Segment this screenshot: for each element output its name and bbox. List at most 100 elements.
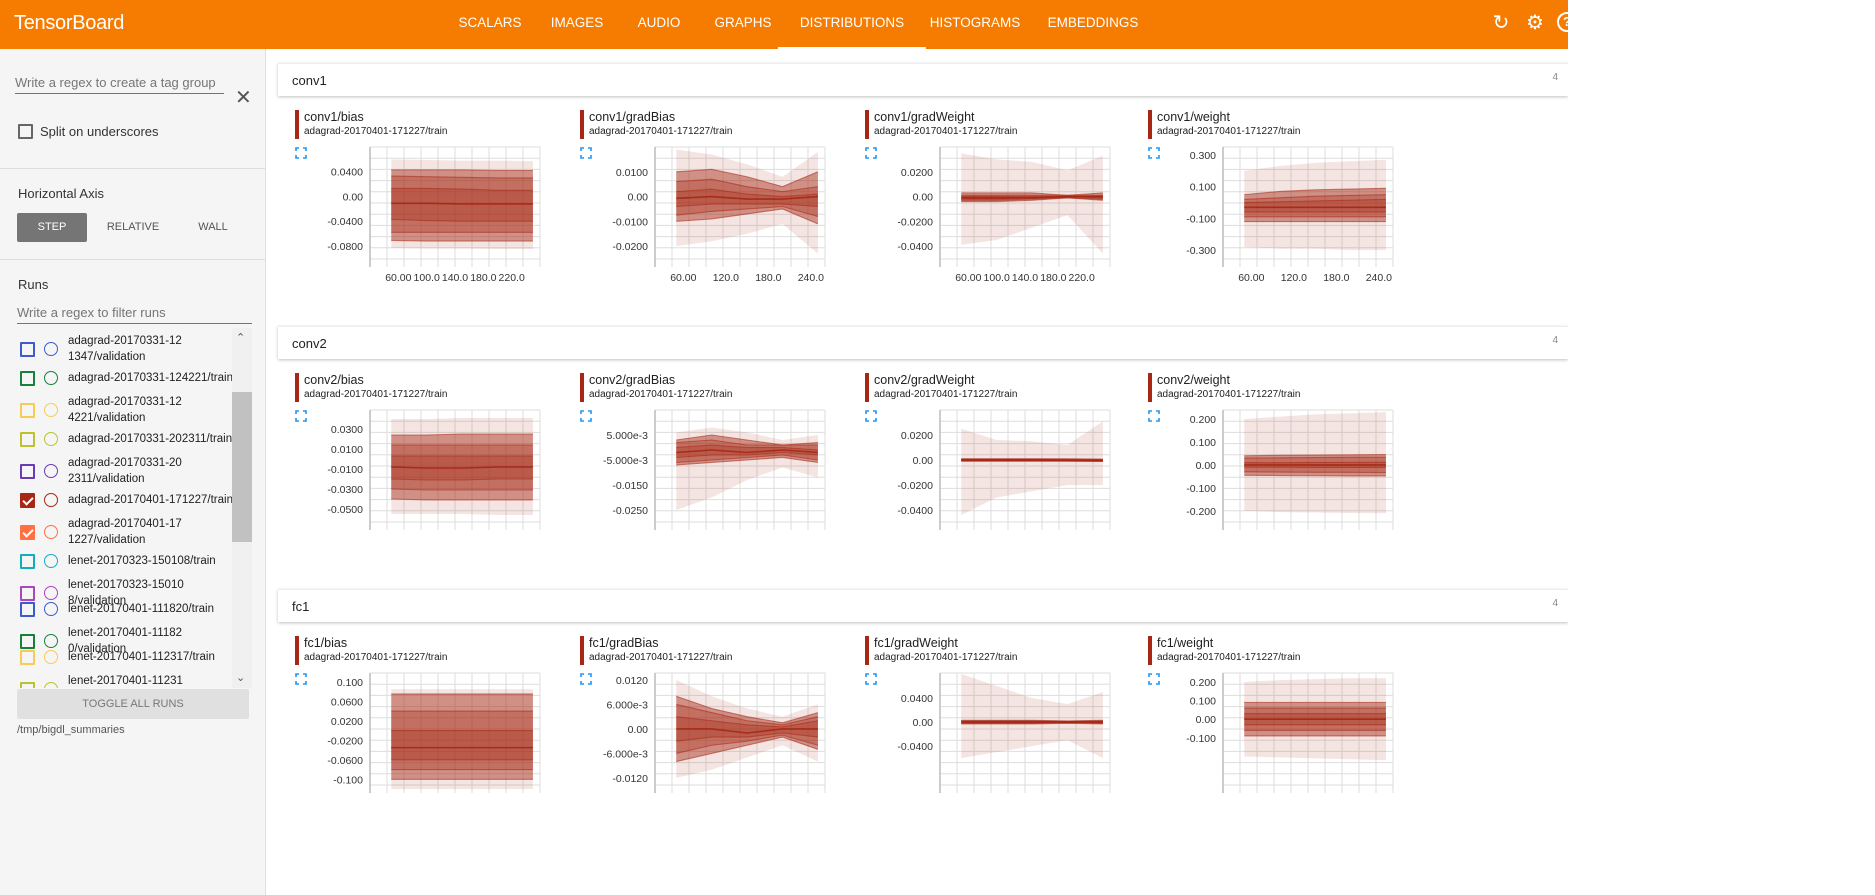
run-name: adagrad-20170331-124221/train	[68, 372, 233, 384]
percentile-line	[676, 208, 819, 225]
expand-icon[interactable]	[295, 410, 307, 422]
chart-title-block: fc1/gradBias adagrad-20170401-171227/trai…	[580, 636, 732, 665]
run-item[interactable]: lenet-20170323-150108/train	[20, 553, 235, 569]
tag-group-header[interactable]: fc1 4	[278, 589, 1568, 622]
run-radio[interactable]	[44, 586, 58, 600]
percentile-line	[1244, 198, 1386, 204]
run-radio[interactable]	[44, 432, 58, 446]
run-radio[interactable]	[44, 371, 58, 385]
axis-step-button[interactable]: STEP	[17, 213, 87, 242]
expand-icon[interactable]	[1148, 673, 1160, 685]
run-radio[interactable]	[44, 525, 58, 539]
chart-title-block: conv2/weight adagrad-20170401-171227/trai…	[1148, 373, 1300, 402]
run-checkbox[interactable]	[20, 370, 35, 386]
run-item[interactable]: lenet-20170401-112317/train	[20, 649, 235, 665]
run-radio[interactable]	[44, 403, 58, 417]
y-tick-label: 0.00	[1196, 460, 1217, 472]
axis-wall-button[interactable]: WALL	[198, 221, 228, 233]
run-checkbox[interactable]	[20, 681, 35, 688]
run-checkbox[interactable]	[20, 463, 35, 479]
run-item[interactable]: adagrad-20170401-171227/validation	[20, 516, 235, 548]
run-item[interactable]: lenet-20170323-150108/validation	[20, 577, 235, 609]
run-checkbox[interactable]	[20, 402, 35, 418]
axis-relative-button[interactable]: RELATIVE	[106, 221, 160, 233]
expand-icon[interactable]	[580, 673, 592, 685]
tab-histograms[interactable]: HISTOGRAMS	[929, 15, 1021, 30]
y-tick-label: 0.200	[1190, 414, 1216, 426]
run-radio[interactable]	[44, 602, 58, 616]
percentile-line	[961, 722, 1103, 725]
run-item[interactable]: lenet-20170401-111820/validation	[20, 625, 235, 657]
y-tick-label: 0.100	[1190, 696, 1216, 708]
run-radio[interactable]	[44, 464, 58, 478]
run-item[interactable]: adagrad-20170331-124221/validation	[20, 394, 235, 426]
run-radio[interactable]	[44, 554, 58, 568]
run-checkbox[interactable]	[20, 341, 35, 357]
distribution-chart: 0.200 0.100 0.00 -0.100 -0.200	[1186, 409, 1394, 530]
chart-run: adagrad-20170401-171227/train	[304, 389, 448, 400]
distribution-chart: 0.200 0.100 0.00 -0.100	[1186, 672, 1394, 793]
tag-group-regex-input[interactable]	[15, 75, 224, 94]
run-radio[interactable]	[44, 650, 58, 664]
run-checkbox[interactable]	[20, 585, 35, 601]
run-checkbox[interactable]	[20, 633, 35, 649]
tab-distributions[interactable]: DISTRIBUTIONS	[777, 0, 927, 49]
percentile-line	[961, 719, 1103, 722]
tab-graphs[interactable]: GRAPHS	[714, 15, 772, 30]
tag-group-header[interactable]: conv2 4	[278, 326, 1568, 359]
run-checkbox[interactable]	[20, 601, 35, 617]
runs-filter-input[interactable]	[17, 305, 252, 324]
run-checkbox[interactable]	[20, 649, 35, 665]
expand-icon[interactable]	[865, 410, 877, 422]
run-radio[interactable]	[44, 493, 58, 507]
tab-images[interactable]: IMAGES	[550, 15, 604, 30]
run-item[interactable]: lenet-20170401-111820/train	[20, 601, 235, 617]
run-name: lenet-20170323-150108/validation	[68, 579, 184, 607]
tab-scalars[interactable]: SCALARS	[458, 15, 522, 30]
expand-icon[interactable]	[580, 147, 592, 159]
percentile-line	[676, 178, 818, 193]
run-checkbox[interactable]	[20, 431, 35, 447]
run-checkbox[interactable]	[20, 553, 35, 569]
run-checkbox[interactable]	[20, 492, 35, 508]
percentile-band	[1244, 199, 1386, 213]
tab-audio[interactable]: AUDIO	[637, 15, 681, 30]
toggle-all-runs-button[interactable]: TOGGLE ALL RUNS	[17, 689, 249, 719]
y-tick-label: -0.0300	[327, 484, 363, 496]
expand-icon[interactable]	[865, 147, 877, 159]
chart-tag: conv2/gradBias	[589, 373, 676, 387]
expand-icon[interactable]	[1148, 147, 1160, 159]
tag-group-title: conv1	[292, 73, 327, 88]
chart-run: adagrad-20170401-171227/train	[304, 126, 448, 137]
y-tick-label: -0.0800	[327, 241, 363, 253]
run-item[interactable]: adagrad-20170331-202311/train	[20, 431, 235, 447]
expand-icon[interactable]	[295, 147, 307, 159]
run-item[interactable]: adagrad-20170401-171227/train	[20, 492, 235, 508]
run-item[interactable]: adagrad-20170331-202311/validation	[20, 455, 235, 487]
help-icon[interactable]: ?	[1557, 12, 1568, 32]
tag-group-header[interactable]: conv1 4	[278, 63, 1568, 96]
expand-icon[interactable]	[295, 673, 307, 685]
tab-embeddings[interactable]: EMBEDDINGS	[1047, 15, 1139, 30]
run-radio[interactable]	[44, 342, 58, 356]
run-radio[interactable]	[44, 634, 58, 648]
expand-icon[interactable]	[1148, 410, 1160, 422]
run-item[interactable]: adagrad-20170331-124221/train	[20, 370, 235, 386]
scroll-up-icon[interactable]: ⌃	[236, 332, 246, 344]
split-underscores-checkbox[interactable]	[18, 124, 33, 139]
expand-icon[interactable]	[865, 673, 877, 685]
expand-icon[interactable]	[580, 410, 592, 422]
run-checkbox[interactable]	[20, 524, 35, 540]
close-icon[interactable]: ✕	[235, 87, 252, 109]
percentile-line	[676, 188, 818, 198]
settings-icon[interactable]: ⚙	[1526, 12, 1544, 34]
runs-scrollbar-thumb[interactable]	[232, 392, 252, 542]
y-tick-label: 6.000e-3	[607, 699, 649, 711]
refresh-icon[interactable]: ↻	[1492, 12, 1510, 34]
scroll-down-icon[interactable]: ⌄	[236, 672, 246, 684]
run-item[interactable]: lenet-20170401-112317/validation	[20, 673, 235, 688]
chart-run: adagrad-20170401-171227/train	[304, 652, 448, 663]
run-item[interactable]: adagrad-20170331-121347/validation	[20, 333, 235, 365]
percentile-line	[391, 202, 533, 205]
run-radio[interactable]	[44, 682, 58, 688]
